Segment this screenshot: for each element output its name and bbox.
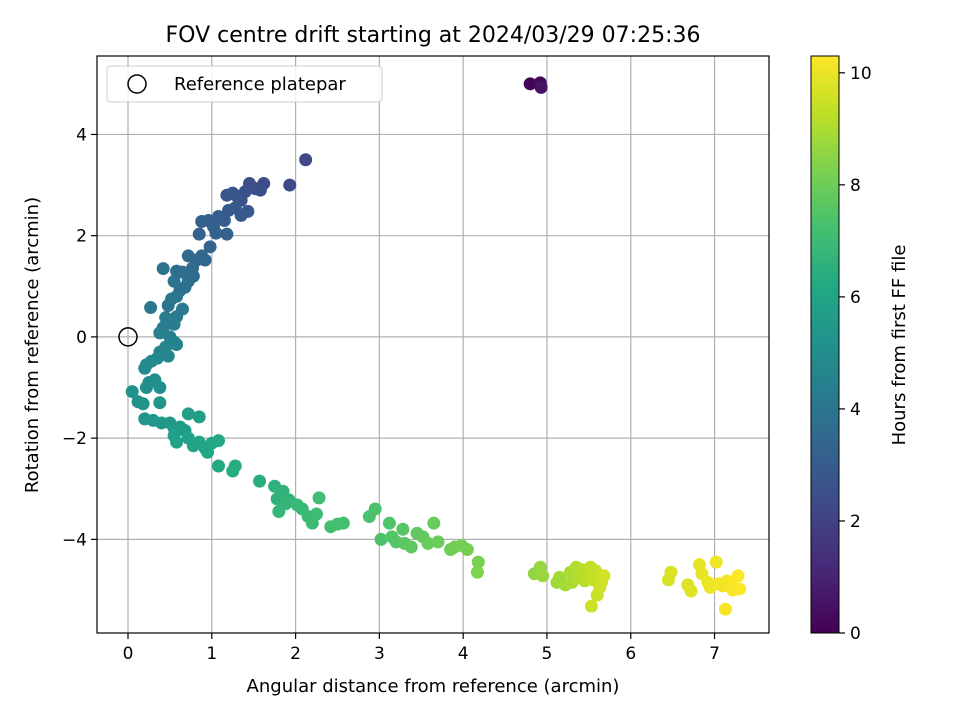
y-tick-label: −2 — [62, 429, 87, 449]
x-tick-label: 1 — [206, 644, 217, 664]
legend-marker-icon — [127, 74, 147, 94]
x-tick-label: 5 — [542, 644, 553, 664]
colorbar-label: Hours from first FF file — [889, 245, 910, 446]
data-point — [201, 445, 215, 459]
x-tick-label: 4 — [458, 644, 469, 664]
legend-box — [106, 65, 383, 103]
chart-title: FOV centre drift starting at 2024/03/29 … — [166, 23, 701, 48]
data-point — [170, 338, 184, 351]
data-point — [523, 77, 537, 91]
data-point — [664, 565, 678, 579]
data-point — [181, 249, 195, 263]
data-point — [144, 301, 158, 315]
x-axis-ticks: 0 1 2 3 4 5 6 7 — [123, 633, 720, 664]
x-tick-label: 3 — [374, 644, 385, 664]
data-point — [226, 464, 240, 478]
data-point — [299, 153, 313, 167]
data-point — [192, 410, 206, 424]
data-point — [272, 505, 286, 519]
data-point — [460, 542, 474, 556]
data-point — [431, 535, 445, 549]
data-point — [404, 540, 418, 554]
data-point — [427, 516, 441, 530]
data-point — [718, 602, 732, 616]
x-tick-label: 0 — [123, 644, 134, 664]
data-point — [336, 516, 350, 530]
x-axis-label: Angular distance from reference (arcmin) — [247, 676, 620, 697]
data-point — [153, 396, 167, 410]
data-point — [211, 209, 225, 223]
x-tick-label: 2 — [290, 644, 301, 664]
colorbar-tick-label: 4 — [850, 400, 861, 420]
data-point — [684, 584, 698, 598]
plot-frame — [96, 55, 770, 634]
data-point — [139, 381, 153, 395]
data-point — [534, 80, 548, 94]
data-point — [597, 569, 611, 583]
data-point — [161, 349, 175, 363]
data-point — [283, 178, 297, 192]
data-point — [125, 385, 139, 399]
data-point — [161, 299, 175, 313]
colorbar-tick-label: 10 — [850, 64, 872, 84]
data-point — [374, 532, 388, 546]
data-point — [471, 555, 485, 569]
colorbar-ticks: 0 2 4 6 8 10 — [839, 64, 872, 644]
data-points — [125, 76, 747, 616]
data-point — [222, 203, 236, 217]
legend-label: Reference platepar — [174, 74, 346, 95]
data-point — [170, 435, 184, 449]
colorbar-tick-label: 0 — [850, 624, 861, 644]
data-point — [195, 215, 209, 229]
data-point — [536, 569, 550, 583]
y-axis-ticks: −4 −2 0 2 4 — [62, 125, 97, 550]
data-point — [421, 536, 435, 550]
data-point — [368, 502, 382, 516]
x-tick-label: 7 — [709, 644, 720, 664]
data-point — [470, 565, 484, 579]
data-point — [170, 264, 184, 278]
x-tick-label: 6 — [625, 644, 636, 664]
gridlines — [97, 56, 769, 633]
data-point — [136, 397, 150, 411]
data-point — [167, 317, 181, 331]
colorbar-tick-label: 8 — [850, 176, 861, 196]
data-point — [382, 516, 396, 530]
data-point — [203, 240, 217, 254]
y-tick-label: 4 — [76, 125, 87, 145]
data-point — [167, 274, 181, 288]
y-axis-label: Rotation from reference (arcmin) — [22, 197, 43, 493]
data-point — [220, 188, 234, 202]
y-tick-label: −4 — [62, 530, 87, 550]
colorbar-tick-label: 2 — [850, 512, 861, 532]
data-point — [220, 227, 234, 241]
data-point — [209, 226, 223, 240]
data-point — [709, 555, 723, 569]
data-point — [584, 599, 598, 613]
reference-marker — [118, 327, 138, 347]
data-point — [211, 459, 225, 473]
data-point — [310, 507, 324, 521]
data-point — [153, 381, 167, 395]
data-point — [253, 474, 267, 488]
data-point — [211, 434, 225, 448]
data-point — [396, 522, 410, 536]
data-point — [138, 361, 152, 375]
colorbar-tick-label: 6 — [850, 288, 861, 308]
data-point — [181, 407, 195, 421]
colorbar: 0 2 4 6 8 10 Hours from first FF file — [810, 55, 910, 644]
data-point — [153, 326, 167, 340]
colorbar-gradient — [810, 55, 840, 634]
data-point — [192, 227, 206, 241]
data-point — [156, 262, 170, 276]
y-tick-label: 0 — [76, 328, 87, 348]
data-point — [731, 569, 745, 583]
data-point — [312, 491, 326, 505]
data-point — [733, 582, 747, 596]
legend: Reference platepar — [106, 65, 383, 103]
y-tick-label: 2 — [76, 227, 87, 247]
